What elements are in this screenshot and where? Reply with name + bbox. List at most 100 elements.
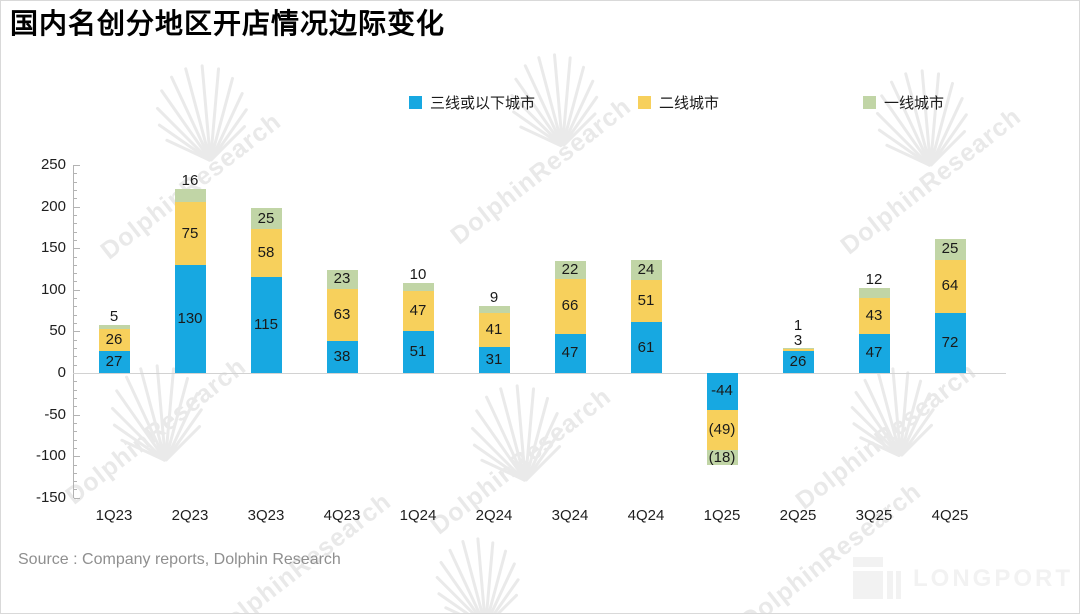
y-axis-tick xyxy=(74,331,80,333)
source-note: Source : Company reports, Dolphin Resear… xyxy=(18,551,341,568)
bar-value-label: 47 xyxy=(409,302,427,320)
y-axis-tick xyxy=(74,406,77,408)
bar-value-label: 5 xyxy=(109,307,119,325)
bar-segment-4q23-s1 xyxy=(326,288,358,342)
y-axis-tick xyxy=(74,306,77,308)
x-axis-label-1q25: 1Q25 xyxy=(703,507,741,524)
y-axis-tick xyxy=(74,364,77,366)
y-axis-tick xyxy=(74,298,77,300)
y-axis-tick xyxy=(74,256,77,258)
bar-value-label: 41 xyxy=(485,321,503,339)
y-axis-tick xyxy=(74,489,77,491)
y-axis-tick xyxy=(74,339,77,341)
bar-segment-4q25-s2 xyxy=(934,239,966,260)
y-axis-tick xyxy=(74,239,77,241)
zero-baseline xyxy=(73,373,1006,374)
bar-segment-2q23-s1 xyxy=(174,202,206,265)
longport-watermark: LONGPORT xyxy=(853,557,1073,601)
longport-logo-text: LONGPORT xyxy=(913,565,1073,592)
bar-value-label: 130 xyxy=(177,309,203,327)
bar-segment-2q23-s2 xyxy=(174,189,206,203)
y-axis-tick xyxy=(74,481,77,483)
y-axis-tick xyxy=(74,439,77,441)
bar-value-label: 23 xyxy=(333,270,351,288)
bar-value-label: 47 xyxy=(865,344,883,362)
y-axis-tick-label: 250 xyxy=(40,156,66,173)
y-axis-tick-label: -100 xyxy=(35,447,66,465)
bar-segment-1q25-s1 xyxy=(706,409,738,451)
bar-segment-1q23-s2 xyxy=(98,324,130,329)
x-axis-label-4q24: 4Q24 xyxy=(627,507,665,524)
x-axis-label-4q25: 4Q25 xyxy=(931,507,969,524)
y-axis-tick xyxy=(74,173,77,175)
bar-segment-1q24-s1 xyxy=(402,291,434,331)
longport-logo-icon xyxy=(853,557,901,601)
bar-value-label: (49) xyxy=(708,420,736,438)
bar-segment-4q25-s0 xyxy=(934,313,966,373)
y-axis-tick xyxy=(74,289,80,291)
bar-segment-1q23-s1 xyxy=(98,328,130,351)
bar-value-label: 51 xyxy=(637,292,655,310)
y-axis-tick-label: 0 xyxy=(57,364,66,381)
bar-segment-4q24-s2 xyxy=(630,259,662,280)
y-axis-tick xyxy=(74,206,80,208)
y-axis-tick xyxy=(74,273,77,275)
bar-segment-4q23-s0 xyxy=(326,341,358,373)
bar-segment-2q24-s1 xyxy=(478,313,510,348)
bar-value-label: 58 xyxy=(257,244,275,262)
bar-segment-1q25-s2 xyxy=(706,450,738,466)
y-axis-tick xyxy=(74,422,77,424)
bar-value-label: 75 xyxy=(181,224,199,242)
y-axis-tick xyxy=(74,472,77,474)
bar-segment-3q25-s0 xyxy=(858,333,890,373)
y-axis-tick-label: 100 xyxy=(40,280,66,298)
bar-value-label: 115 xyxy=(254,316,278,334)
x-axis-label-3q25: 3Q25 xyxy=(855,507,893,524)
bar-value-label: 24 xyxy=(637,260,655,278)
bar-value-label: 47 xyxy=(561,344,579,362)
bar-segment-4q24-s1 xyxy=(630,279,662,323)
y-axis-tick xyxy=(74,497,80,499)
y-axis-tick xyxy=(74,447,77,449)
x-axis-label-2q24: 2Q24 xyxy=(475,507,513,524)
y-axis-tick xyxy=(74,189,77,191)
bar-segment-2q24-s2 xyxy=(478,305,510,314)
bar-segment-1q23-s0 xyxy=(98,350,130,373)
bar-segment-2q25-s1 xyxy=(782,348,814,352)
bar-segment-3q24-s2 xyxy=(554,260,586,279)
bar-value-label: 66 xyxy=(561,297,579,315)
x-axis-label-1q23: 1Q23 xyxy=(95,507,133,524)
bar-segment-3q25-s2 xyxy=(858,288,890,299)
chart-title: 国内名创分地区开店情况边际变化 xyxy=(10,8,446,39)
bar-value-label: (18) xyxy=(708,448,736,466)
bar-value-label: 27 xyxy=(105,352,123,370)
bar-segment-3q23-s2 xyxy=(250,208,282,230)
bar-segment-1q25-s0 xyxy=(706,373,738,410)
x-axis-label-3q23: 3Q23 xyxy=(247,507,285,524)
bar-segment-4q25-s1 xyxy=(934,259,966,314)
y-axis-tick xyxy=(74,248,80,250)
y-axis-tick xyxy=(74,356,77,358)
y-axis-tick-label: -150 xyxy=(35,488,66,506)
y-axis-tick xyxy=(74,381,77,383)
bar-segment-1q24-s2 xyxy=(402,283,434,292)
bar-segment-3q23-s0 xyxy=(250,277,282,373)
bar-segment-2q23-s0 xyxy=(174,264,206,373)
y-axis-tick xyxy=(74,397,77,399)
bar-value-label: 64 xyxy=(941,277,959,295)
y-axis-tick xyxy=(74,223,77,225)
y-axis-tick-label: -50 xyxy=(44,405,66,423)
bar-value-label: 51 xyxy=(409,342,427,360)
y-axis-tick xyxy=(74,348,77,350)
y-axis-tick xyxy=(74,181,77,183)
y-axis-tick xyxy=(74,231,77,233)
bar-segment-3q23-s1 xyxy=(250,229,282,278)
x-axis-label-3q24: 3Q24 xyxy=(551,507,589,524)
y-axis-tick xyxy=(74,389,77,391)
bar-value-label: 61 xyxy=(637,338,655,356)
bar-segment-3q24-s0 xyxy=(554,333,586,373)
bar-segment-4q24-s0 xyxy=(630,322,662,373)
x-axis-label-1q24: 1Q24 xyxy=(399,507,437,524)
bar-segment-2q25-s2 xyxy=(782,348,814,349)
